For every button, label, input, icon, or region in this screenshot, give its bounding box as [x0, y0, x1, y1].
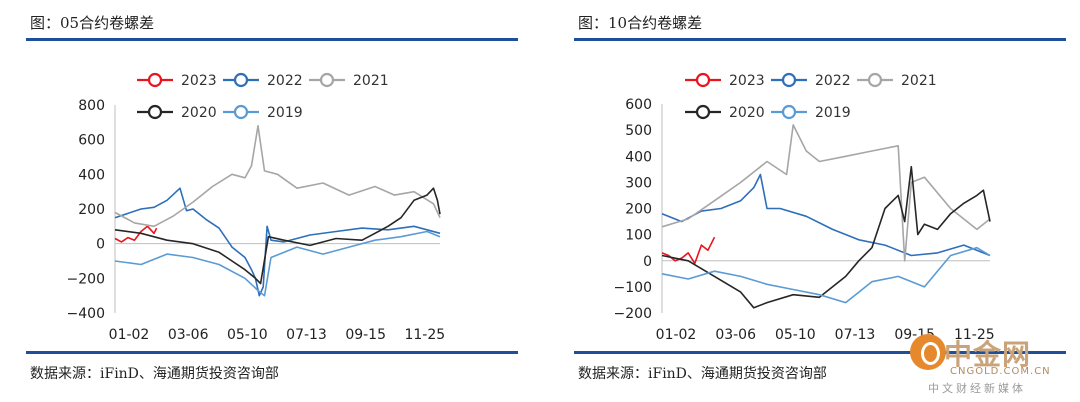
legend-label: 2019 [267, 105, 303, 121]
legend-item-2023: 2023 [685, 72, 765, 89]
y-tick-label: 0 [643, 254, 652, 270]
series-line-2020 [661, 165, 991, 309]
watermark-subtitle: 中文财经新媒体 [928, 382, 1026, 395]
panel-title: 图：05合约卷螺差 [30, 14, 155, 32]
y-tick-label: −200 [614, 306, 652, 322]
y-tick-label: 400 [625, 149, 652, 165]
y-tick-label: 200 [78, 202, 105, 218]
watermark-url: CNGOLD.COM.CN [950, 366, 1051, 377]
legend-label: 2020 [729, 105, 765, 121]
y-tick-label: 200 [625, 202, 652, 218]
y-tick-label: 100 [625, 228, 652, 244]
x-tick-label: 05-10 [227, 327, 268, 343]
x-tick-label: 11-25 [954, 327, 995, 343]
series-line-2021 [114, 125, 441, 228]
source-note: 数据来源：iFinD、海通期货投资咨询部 [578, 366, 827, 382]
legend-item-2020: 2020 [137, 104, 217, 121]
x-tick-label: 03-06 [715, 327, 756, 343]
x-tick-label: 09-15 [345, 327, 386, 343]
source-note: 数据来源：iFinD、海通期货投资咨询部 [30, 366, 279, 382]
y-tick-label: 500 [625, 123, 652, 139]
source-rule [574, 351, 1066, 354]
y-tick-label: 0 [96, 237, 105, 253]
legend-label: 2021 [353, 73, 389, 89]
title-rule [26, 38, 518, 41]
x-tick-label: 01-02 [656, 327, 697, 343]
x-tick-label: 07-13 [286, 327, 327, 343]
legend-label: 2020 [181, 105, 217, 121]
series-line-2019 [114, 230, 441, 297]
legend-item-2020: 2020 [685, 104, 765, 121]
series-line-2019 [661, 246, 991, 304]
legend-label: 2022 [267, 73, 303, 89]
x-tick-label: 11-25 [404, 327, 445, 343]
series-line-2023 [661, 236, 716, 265]
y-tick-label: 400 [78, 167, 105, 183]
watermark: 中金网 CNGOLD.COM.CN 中文财经新媒体 [898, 330, 1080, 402]
panel-title: 图：10合约卷螺差 [578, 14, 703, 32]
legend-item-2022: 2022 [771, 72, 851, 89]
series-line-2020 [114, 187, 441, 285]
legend-item-2022: 2022 [223, 72, 303, 89]
panel-10-contract: 图：10合约卷螺差 600 500 400 300 200 100 0 −100 −200 01-… [548, 0, 1080, 402]
legend-label: 2023 [729, 73, 765, 89]
panel-05-contract: 图：05合约卷螺差 800 600 400 200 0 −200 −400 01-02 03-0… [26, 14, 518, 382]
y-tick-label: 600 [78, 133, 105, 149]
y-tick-label: −400 [67, 306, 105, 322]
x-tick-label: 01-02 [109, 327, 150, 343]
watermark-name: 中金网 [944, 338, 1032, 371]
title-rule [574, 38, 1066, 41]
legend-item-2019: 2019 [771, 104, 851, 121]
legend-item-2021: 2021 [857, 72, 937, 89]
y-tick-label: −200 [67, 271, 105, 287]
legend-item-2019: 2019 [223, 104, 303, 121]
series-line-2023 [114, 225, 158, 243]
x-tick-label: 07-13 [835, 327, 876, 343]
y-tick-label: 600 [625, 97, 652, 113]
legend-label: 2023 [181, 73, 217, 89]
y-tick-label: 800 [78, 98, 105, 114]
y-tick-label: 300 [625, 175, 652, 191]
watermark-logo-icon [910, 334, 946, 370]
legend-label: 2022 [815, 73, 851, 89]
legend-label: 2021 [901, 73, 937, 89]
legend-label: 2019 [815, 105, 851, 121]
series-line-2021 [661, 124, 991, 262]
series-line-2022 [661, 173, 991, 257]
source-rule [26, 351, 518, 354]
y-tick-label: −100 [614, 280, 652, 296]
x-tick-label: 03-06 [168, 327, 209, 343]
legend-item-2021: 2021 [309, 72, 389, 89]
series-line-2022 [114, 187, 441, 297]
legend-item-2023: 2023 [137, 72, 217, 89]
x-tick-label: 05-10 [775, 327, 816, 343]
